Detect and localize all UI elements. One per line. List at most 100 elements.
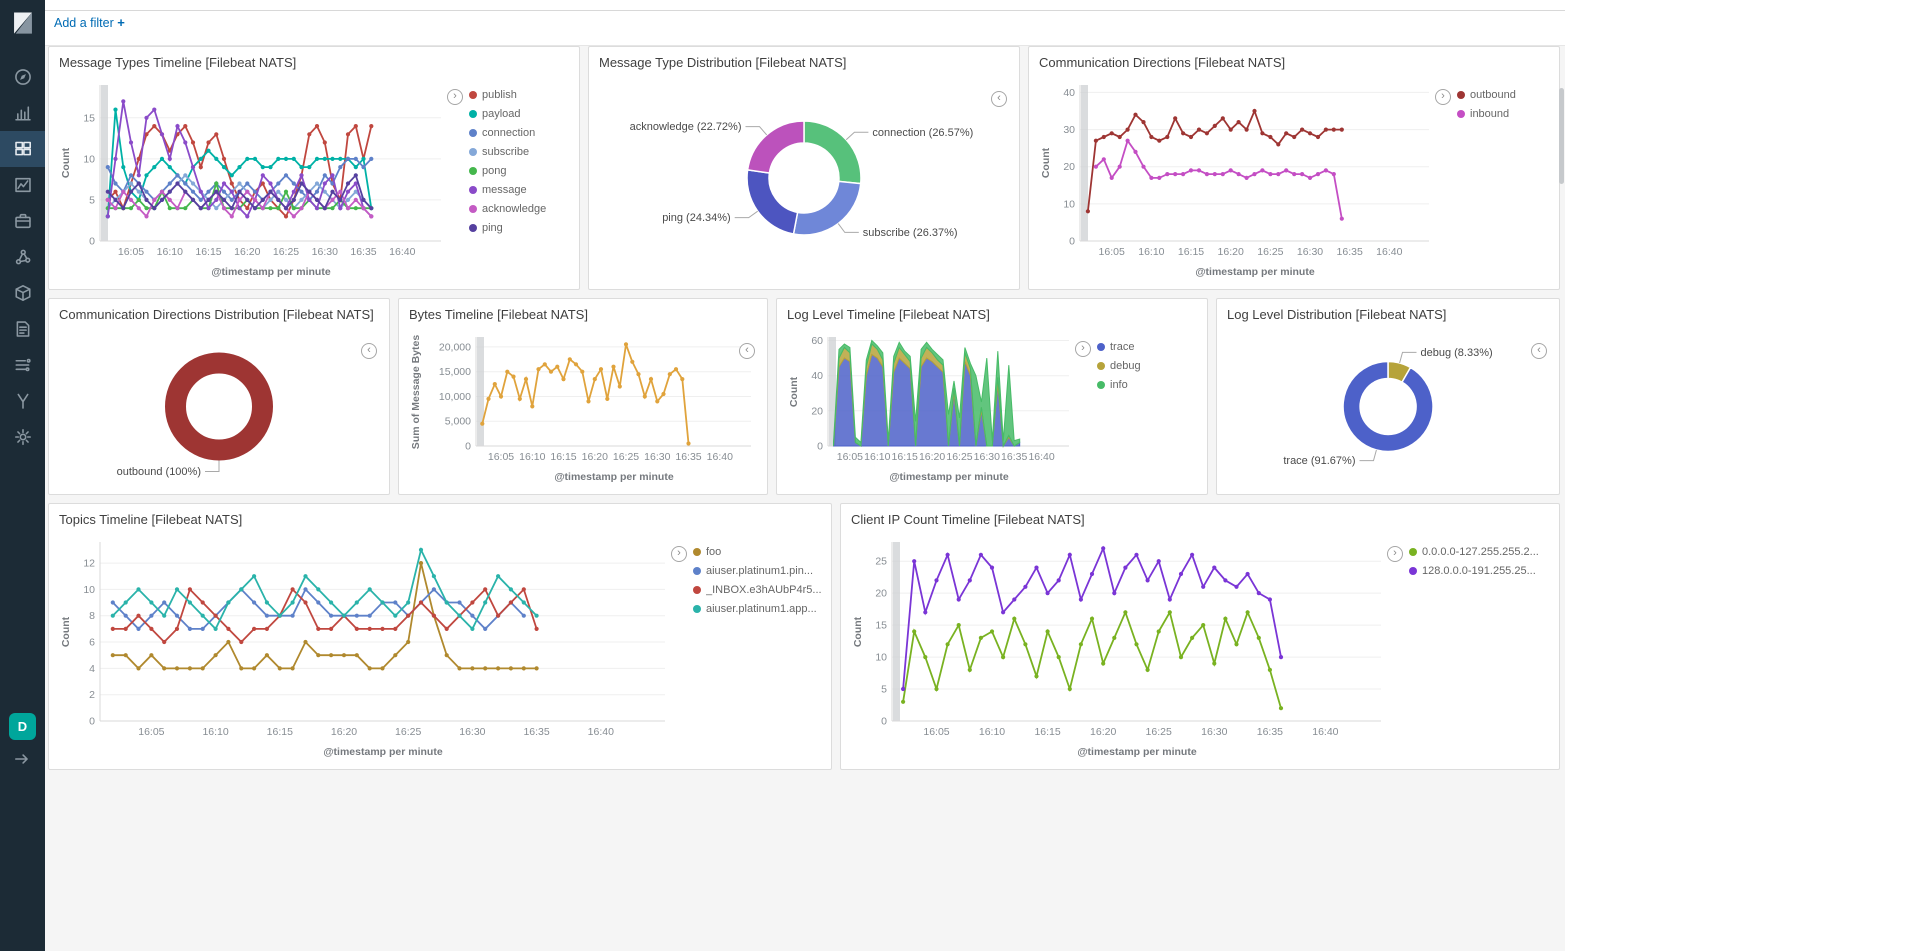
legend-item[interactable]: payload <box>469 108 569 120</box>
data-point <box>128 206 134 211</box>
legend-toggle-icon[interactable]: › <box>1435 89 1451 105</box>
legend-item[interactable]: foo <box>693 546 821 558</box>
legend-toggle-icon[interactable]: ‹ <box>739 343 755 359</box>
svg-text:@timestamp per minute: @timestamp per minute <box>889 471 1009 483</box>
data-point <box>667 372 672 377</box>
series-line[interactable] <box>481 344 690 444</box>
collapse-nav-icon[interactable] <box>13 750 31 773</box>
sidebar-item-machine-learning[interactable] <box>0 203 45 239</box>
panel-log-level-distribution: Log Level Distribution [Filebeat NATS] d… <box>1216 298 1560 495</box>
legend-toggle-icon[interactable]: ‹ <box>991 91 1007 107</box>
sidebar-item-apm[interactable] <box>0 347 45 383</box>
legend-item[interactable]: trace <box>1097 341 1197 353</box>
chart[interactable]: 0 5 10 15 16:05 16:10 16:15 16:20 16:25 16:30 16:3… <box>59 75 447 281</box>
data-point <box>183 173 188 178</box>
chart[interactable]: 0 5,000 10,000 15,000 20,000 16:05 16:10 16:15 1… <box>409 327 757 486</box>
add-filter-link[interactable]: Add a filter + <box>54 15 125 30</box>
chart[interactable]: connection (26.57%) subscribe (26.37%) pin… <box>599 75 1009 281</box>
series-line[interactable] <box>107 180 372 210</box>
sidebar-item-management[interactable] <box>0 419 45 455</box>
legend-item[interactable]: info <box>1097 379 1197 391</box>
data-point <box>338 206 343 211</box>
legend-item[interactable]: message <box>469 184 569 196</box>
chart[interactable]: 0 20 40 60 16:05 16:10 16:15 16:20 16:25 16:30 16:… <box>787 327 1075 486</box>
legend-item[interactable]: ping <box>469 222 569 234</box>
donut-slice[interactable] <box>792 180 862 236</box>
data-point <box>1339 216 1344 221</box>
kibana-logo[interactable] <box>0 0 45 45</box>
sidebar-item-dev-tools[interactable] <box>0 383 45 419</box>
data-point <box>1188 168 1194 173</box>
legend-toggle-icon[interactable]: › <box>671 546 687 562</box>
data-point <box>260 197 265 202</box>
data-point <box>1141 164 1146 169</box>
legend-toggle-icon[interactable]: › <box>447 89 463 105</box>
legend-item[interactable]: aiuser.platinum1.app... <box>693 603 821 615</box>
data-point <box>167 206 172 211</box>
legend-item[interactable]: inbound <box>1457 108 1549 120</box>
sidebar-item-logs[interactable] <box>0 311 45 347</box>
scrollbar-thumb[interactable] <box>1559 88 1564 184</box>
series-area[interactable] <box>833 339 1021 448</box>
svg-text:10,000: 10,000 <box>439 391 471 403</box>
legend-label: aiuser.platinum1.app... <box>706 603 817 615</box>
legend-item[interactable]: outbound <box>1457 89 1549 101</box>
data-point <box>237 181 242 186</box>
donut-slice[interactable] <box>746 169 799 235</box>
chart[interactable]: debug (8.33%) trace (91.67%) <box>1227 327 1549 486</box>
series-line[interactable] <box>1095 138 1343 219</box>
series-line[interactable] <box>112 562 537 670</box>
svg-text:0: 0 <box>1069 236 1075 248</box>
series-line[interactable] <box>112 587 538 644</box>
data-point <box>1188 134 1194 140</box>
donut-slice[interactable] <box>1342 360 1434 453</box>
donut-slice[interactable] <box>165 352 273 461</box>
legend-item[interactable]: _INBOX.e3hAUbP4r5... <box>693 584 821 596</box>
data-point <box>113 181 118 186</box>
legend-toggle-icon[interactable]: › <box>1075 341 1091 357</box>
data-point <box>307 189 312 194</box>
chart[interactable]: outbound (100%) <box>59 327 379 486</box>
legend-item[interactable]: debug <box>1097 360 1197 372</box>
data-point <box>152 165 157 170</box>
slice-label: subscribe (26.37%) <box>863 227 958 239</box>
data-point <box>144 214 149 219</box>
svg-text:16:20: 16:20 <box>234 246 260 258</box>
panel-communication-directions-distribution: Communication Directions Distribution [F… <box>48 298 390 495</box>
chart[interactable]: 0 2 4 6 8 10 12 16:05 16:10 16:15 16:20 16:25 16:30 1… <box>59 532 671 761</box>
donut-slice[interactable] <box>803 120 862 185</box>
sidebar-item-visualize[interactable] <box>0 95 45 131</box>
legend-item[interactable]: pong <box>469 165 569 177</box>
svg-text:16:20: 16:20 <box>331 726 357 738</box>
legend-item[interactable]: aiuser.platinum1.pin... <box>693 565 821 577</box>
legend-item[interactable]: 0.0.0.0-127.255.255.2... <box>1409 546 1549 558</box>
visualization: 0 5 10 15 20 25 16:05 16:10 16:15 16:20 16:25 16:30… <box>851 532 1549 761</box>
data-point <box>316 626 321 631</box>
legend-item[interactable]: connection <box>469 127 569 139</box>
series-line[interactable] <box>112 547 538 631</box>
legend-toggle-icon[interactable]: ‹ <box>1531 343 1547 359</box>
data-point <box>206 206 211 211</box>
data-point <box>338 189 343 194</box>
chart[interactable]: 0 5 10 15 20 25 16:05 16:10 16:15 16:20 16:25 16:30… <box>851 532 1387 761</box>
svg-text:16:40: 16:40 <box>1376 246 1402 258</box>
svg-text:16:15: 16:15 <box>1034 726 1060 738</box>
sidebar-item-infrastructure[interactable] <box>0 275 45 311</box>
legend-toggle-icon[interactable]: ‹ <box>361 343 377 359</box>
sidebar-item-dashboard[interactable] <box>0 131 45 167</box>
legend-item[interactable]: acknowledge <box>469 203 569 215</box>
data-point <box>345 206 351 211</box>
legend-toggle-icon[interactable]: › <box>1387 546 1403 562</box>
space-badge[interactable]: D <box>9 713 36 740</box>
legend-item[interactable]: subscribe <box>469 146 569 158</box>
series-line[interactable] <box>107 190 372 218</box>
legend-item[interactable]: publish <box>469 89 569 101</box>
series-line[interactable] <box>107 124 373 218</box>
chart[interactable]: 0 10 20 30 40 16:05 16:10 16:15 16:20 16:25 16:30 1… <box>1039 75 1435 281</box>
donut-slice[interactable] <box>746 120 805 174</box>
legend-item[interactable]: 128.0.0.0-191.255.25... <box>1409 565 1549 577</box>
sidebar-item-discover[interactable] <box>0 59 45 95</box>
label-leader-line <box>745 126 768 136</box>
sidebar-item-timelion[interactable] <box>0 167 45 203</box>
sidebar-item-graph[interactable] <box>0 239 45 275</box>
